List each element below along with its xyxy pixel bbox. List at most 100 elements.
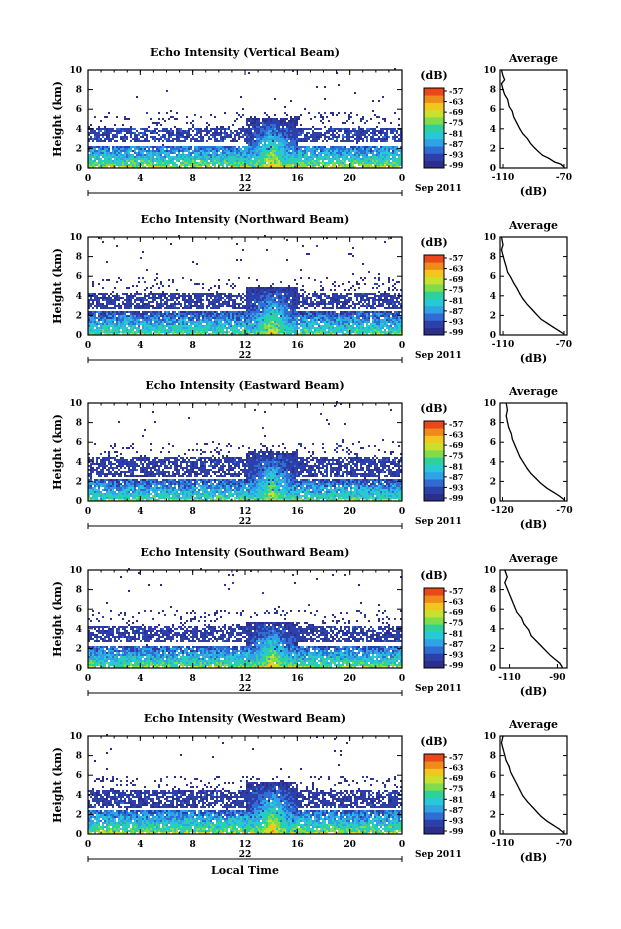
- heatmap-cell: [208, 319, 210, 321]
- heatmap-cell: [106, 136, 108, 138]
- heatmap-cell: [142, 321, 144, 323]
- heatmap-cell: [172, 315, 174, 317]
- heatmap-cell: [168, 319, 170, 321]
- heatmap-cell: [192, 160, 194, 162]
- heatmap-cell: [274, 146, 276, 148]
- heatmap-cell: [212, 293, 214, 295]
- heatmap-cell: [258, 289, 260, 291]
- heatmap-cell: [278, 150, 280, 152]
- heatmap-cell: [120, 146, 122, 148]
- heatmap-cell: [188, 299, 190, 301]
- heatmap-cell: [148, 140, 150, 142]
- heatmap-cell: [242, 331, 244, 333]
- heatmap-cell: [220, 305, 222, 307]
- heatmap-cell: [252, 295, 254, 297]
- heatmap-cell: [394, 150, 396, 152]
- heatmap-cell: [210, 323, 212, 325]
- heatmap-cell: [232, 299, 234, 301]
- heatmap-cell: [250, 303, 252, 305]
- heatmap-cell: [188, 327, 190, 329]
- heatmap-cell: [104, 307, 106, 309]
- heatmap-cell: [286, 305, 288, 307]
- heatmap-cell: [124, 315, 126, 317]
- heatmap-cell: [114, 162, 116, 164]
- heatmap-cell: [228, 319, 230, 321]
- heatmap-cell: [154, 132, 156, 134]
- heatmap-cell: [194, 128, 196, 130]
- heatmap-cell: [252, 148, 254, 150]
- heatmap-cell: [294, 293, 296, 295]
- heatmap-cell: [152, 152, 154, 154]
- heatmap-cell: [248, 303, 250, 305]
- heatmap-cell: [272, 331, 274, 333]
- heatmap-cell: [132, 154, 134, 156]
- heatmap-cell: [278, 142, 280, 144]
- heatmap-cell: [388, 136, 390, 138]
- profile-point: [511, 110, 513, 112]
- heatmap-cell: [288, 321, 290, 323]
- heatmap-cell: [248, 152, 250, 154]
- heatmap-cell: [144, 281, 146, 283]
- heatmap-cell: [122, 154, 124, 156]
- heatmap-cell: [292, 158, 294, 160]
- heatmap-cell: [206, 154, 208, 156]
- heatmap-cell: [94, 136, 96, 138]
- heatmap-cell: [124, 136, 126, 138]
- heatmap-cell: [102, 156, 104, 158]
- profile-point: [519, 128, 521, 130]
- heatmap-cell: [270, 144, 272, 146]
- heatmap-cell: [290, 313, 292, 315]
- heatmap-cell: [356, 150, 358, 152]
- heatmap-cell: [280, 128, 282, 130]
- heatmap-cell: [188, 136, 190, 138]
- heatmap-cell: [232, 333, 234, 335]
- heatmap-cell: [382, 154, 384, 156]
- heatmap-cell: [218, 315, 220, 317]
- heatmap-cell: [260, 327, 262, 329]
- heatmap-cell: [358, 154, 360, 156]
- heatmap-cell: [190, 299, 192, 301]
- heatmap-cell: [138, 164, 140, 166]
- profile-frame: [499, 69, 568, 169]
- heatmap-cell: [162, 158, 164, 160]
- heatmap-cell: [260, 301, 262, 303]
- heatmap-cell: [348, 114, 350, 116]
- heatmap-cell: [246, 158, 248, 160]
- heatmap-cell: [148, 166, 150, 168]
- heatmap-cell: [138, 323, 140, 325]
- heatmap-cell: [150, 156, 152, 158]
- heatmap-cell: [238, 307, 240, 309]
- heatmap-cell: [206, 327, 208, 329]
- heatmap-cell: [220, 297, 222, 299]
- heatmap-cell: [280, 293, 282, 295]
- heatmap-cell: [160, 160, 162, 162]
- heatmap-cell: [94, 329, 96, 331]
- heatmap-cell: [284, 166, 286, 168]
- heatmap-cell: [106, 150, 108, 152]
- heatmap-cell: [194, 325, 196, 327]
- heatmap-cell: [106, 154, 108, 156]
- heatmap-cell: [156, 277, 158, 279]
- heatmap-cell: [266, 295, 268, 297]
- heatmap-cell: [188, 162, 190, 164]
- heatmap-cell: [306, 150, 308, 152]
- heatmap-cell: [162, 331, 164, 333]
- heatmap-cell: [254, 128, 256, 130]
- heatmap-cell: [194, 331, 196, 333]
- heatmap-cell: [284, 303, 286, 305]
- profile-point: [563, 166, 565, 168]
- heatmap-cell: [220, 140, 222, 142]
- heatmap-cell: [88, 315, 90, 317]
- heatmap-cell: [158, 138, 160, 140]
- heatmap-cell: [96, 297, 98, 299]
- heatmap-cell: [234, 158, 236, 160]
- heatmap-cell: [276, 331, 278, 333]
- heatmap-cell: [106, 325, 108, 327]
- heatmap-cell: [320, 166, 322, 168]
- heatmap-cell: [254, 146, 256, 148]
- heatmap-cell: [192, 313, 194, 315]
- heatmap-cell: [152, 162, 154, 164]
- heatmap-cell: [222, 154, 224, 156]
- heatmap-cell: [280, 289, 282, 291]
- heatmap-cell: [116, 311, 118, 313]
